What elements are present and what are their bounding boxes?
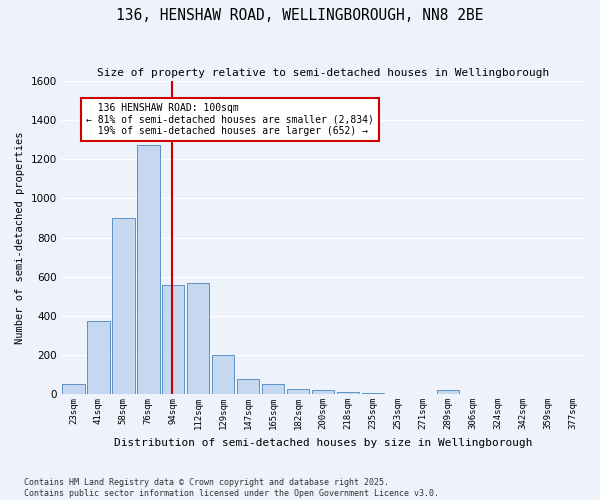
Bar bbox=[187, 282, 209, 394]
Bar bbox=[337, 392, 359, 394]
Bar bbox=[62, 384, 85, 394]
Bar bbox=[287, 389, 309, 394]
Bar bbox=[312, 390, 334, 394]
Bar bbox=[237, 380, 259, 394]
Title: Size of property relative to semi-detached houses in Wellingborough: Size of property relative to semi-detach… bbox=[97, 68, 549, 78]
Bar bbox=[362, 393, 384, 394]
Text: 136, HENSHAW ROAD, WELLINGBOROUGH, NN8 2BE: 136, HENSHAW ROAD, WELLINGBOROUGH, NN8 2… bbox=[116, 8, 484, 22]
X-axis label: Distribution of semi-detached houses by size in Wellingborough: Distribution of semi-detached houses by … bbox=[114, 438, 532, 448]
Bar bbox=[87, 321, 110, 394]
Bar bbox=[162, 284, 184, 394]
Bar bbox=[137, 144, 160, 394]
Bar bbox=[212, 355, 235, 394]
Y-axis label: Number of semi-detached properties: Number of semi-detached properties bbox=[15, 132, 25, 344]
Text: Contains HM Land Registry data © Crown copyright and database right 2025.
Contai: Contains HM Land Registry data © Crown c… bbox=[24, 478, 439, 498]
Bar bbox=[112, 218, 134, 394]
Bar bbox=[437, 390, 459, 394]
Text: 136 HENSHAW ROAD: 100sqm
← 81% of semi-detached houses are smaller (2,834)
  19%: 136 HENSHAW ROAD: 100sqm ← 81% of semi-d… bbox=[86, 102, 374, 136]
Bar bbox=[262, 384, 284, 394]
